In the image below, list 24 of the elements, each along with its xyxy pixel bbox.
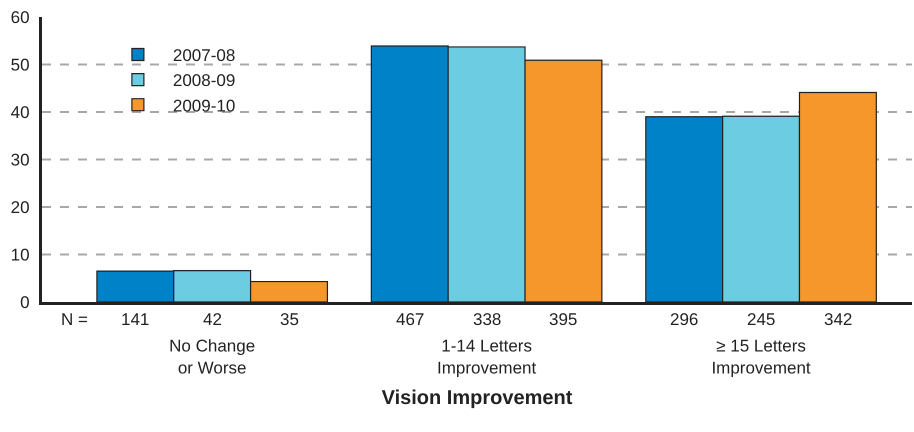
text: 338: [473, 310, 502, 329]
text: 467: [396, 310, 424, 329]
y-tick-label: 50: [10, 55, 30, 74]
y-tick-label: 20: [10, 198, 30, 217]
x-tick-label: No Change or Worse: [169, 336, 256, 378]
legend-label: 2009-10: [172, 96, 236, 116]
text: 141: [121, 310, 150, 329]
y-tick-label: 0: [20, 292, 30, 312]
y-tick-label: 30: [10, 150, 30, 170]
x-tick-label: ≥ 15 Letters Improvement: [711, 336, 811, 378]
text: N =: [61, 310, 88, 329]
text: 395: [549, 310, 578, 329]
text: 35: [280, 310, 299, 329]
text: 296: [670, 310, 698, 329]
x-tick-label: 1-14 Letters Improvement: [437, 336, 536, 378]
legend-label: 2008-09: [172, 71, 236, 90]
legend-label: 2007-08: [172, 46, 236, 66]
text: 42: [203, 310, 222, 329]
y-tick-label: 60: [10, 8, 30, 27]
y-tick-label: 40: [10, 102, 30, 122]
text: 245: [747, 310, 776, 329]
text: 342: [824, 310, 852, 329]
y-tick-label: 10: [10, 245, 30, 264]
x-axis-title: Vision Improvement: [382, 387, 573, 409]
